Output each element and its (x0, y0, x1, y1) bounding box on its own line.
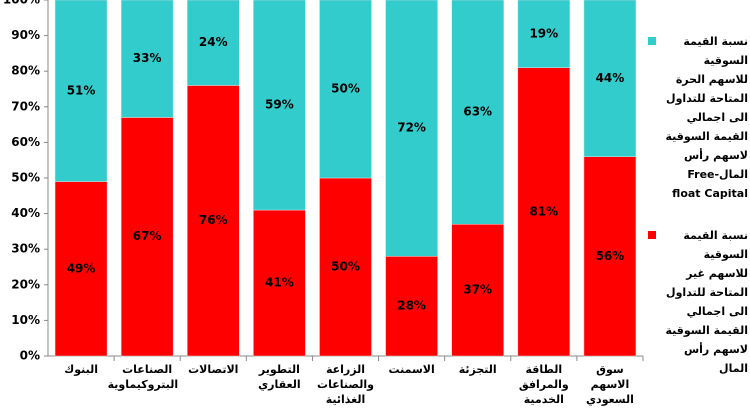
bar-segment (54, 0, 108, 182)
x-tick-label: التطوير العقاري (258, 363, 301, 391)
x-tick-label: الاتصالات (188, 363, 239, 376)
bar-segment (451, 224, 504, 357)
value-label: 81% (529, 204, 558, 218)
bar-segment (319, 0, 372, 179)
value-label: 37% (463, 283, 492, 297)
bar-segment (187, 0, 240, 86)
bar-segment (451, 0, 504, 225)
value-label: 67% (133, 229, 162, 243)
y-tick-label: 80% (11, 64, 40, 78)
y-tick-label: 20% (11, 277, 40, 291)
value-label: 19% (529, 26, 558, 40)
x-tick-label: البنوك (64, 363, 98, 376)
bar-segment (187, 85, 240, 357)
bar-segment (54, 181, 108, 357)
x-tick-label: سوق الاسهم السعودي (585, 363, 634, 406)
bar-segment (385, 256, 438, 357)
bar-segment (253, 0, 306, 211)
bar-segment (583, 156, 637, 357)
value-label: 72% (397, 121, 426, 135)
value-label: 76% (199, 213, 228, 227)
value-label: 24% (199, 35, 228, 49)
bar-segment (253, 209, 306, 357)
y-tick-label: 70% (11, 99, 40, 113)
y-tick-label: 100% (3, 0, 40, 7)
bar-segment (517, 67, 571, 357)
y-tick-label: 60% (11, 135, 40, 149)
value-label: 28% (397, 299, 426, 313)
legend-swatch (648, 37, 656, 45)
x-tick-label: التجزئة (458, 363, 497, 376)
y-tick-label: 30% (11, 242, 40, 256)
value-label: 50% (331, 82, 360, 96)
y-tick-label: 50% (11, 171, 40, 185)
x-tick-label: الصناعات البتروكيماوية (107, 363, 179, 391)
legend-swatch (648, 231, 656, 239)
value-label: 50% (331, 260, 360, 274)
bar-segment (319, 177, 372, 357)
value-label: 33% (133, 51, 162, 65)
bar-segment (385, 0, 438, 257)
y-tick-label: 40% (11, 206, 40, 220)
bar-segment (120, 0, 174, 118)
value-label: 63% (463, 105, 492, 119)
y-tick-label: 0% (20, 349, 40, 363)
value-label: 44% (596, 71, 625, 85)
value-label: 51% (67, 83, 96, 97)
legend-label: نسبة القيمة السوقية للاسهم غير المتاحة ل… (665, 229, 748, 375)
value-label: 59% (265, 98, 294, 112)
y-tick-label: 10% (11, 313, 40, 327)
bar-segment (517, 0, 571, 68)
x-tick-label: الزراعة والصناعات الغذائية (317, 363, 374, 406)
bar-segment (583, 0, 637, 157)
x-tick-label: الاسمنت (388, 363, 435, 376)
legend-label: نسبة القيمة السوقية للاسهم الحرة المتاحة… (665, 35, 748, 200)
value-label: 41% (265, 276, 294, 290)
bar-segment (120, 117, 174, 357)
value-label: 49% (67, 261, 96, 275)
value-label: 56% (596, 249, 625, 263)
x-tick-label: الطاقة والمرافق الخدمية (518, 363, 569, 406)
y-tick-label: 90% (11, 28, 40, 42)
